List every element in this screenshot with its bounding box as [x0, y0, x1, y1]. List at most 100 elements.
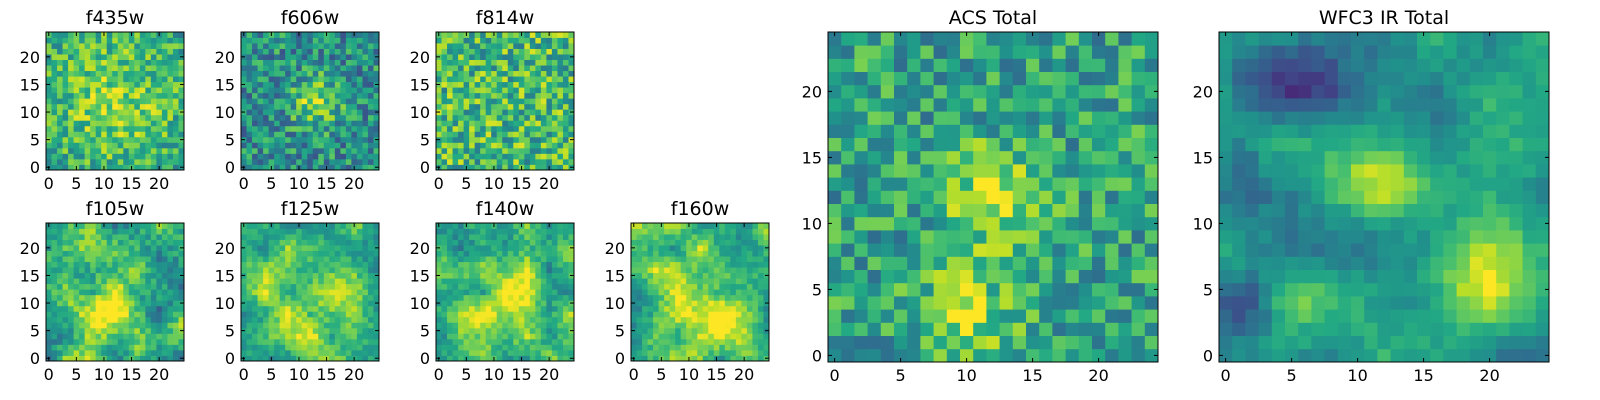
y-tick-label: 0 — [225, 158, 235, 177]
heatmap-cell — [518, 136, 525, 143]
heatmap-cell — [345, 355, 352, 362]
heatmap-cell — [79, 158, 86, 165]
heatmap-cell — [524, 54, 531, 60]
heatmap-cell — [436, 142, 442, 149]
heatmap-cell — [524, 250, 531, 257]
heatmap-cell — [441, 338, 448, 345]
heatmap-cell — [1131, 269, 1146, 284]
heatmap-cell — [73, 278, 80, 285]
heatmap-cell — [491, 305, 498, 312]
heatmap-cell — [145, 261, 152, 268]
heatmap-cell — [112, 142, 119, 149]
heatmap-cell — [172, 136, 179, 143]
heatmap-cell — [90, 120, 97, 127]
heatmap-cell — [568, 349, 575, 356]
heatmap-cell — [463, 43, 470, 49]
heatmap-cell — [145, 136, 152, 143]
heatmap-cell — [106, 333, 113, 340]
heatmap-cell — [447, 355, 453, 362]
heatmap-cell — [134, 59, 141, 66]
heatmap-cell — [128, 103, 135, 110]
heatmap-cell — [257, 267, 264, 274]
heatmap-cell — [507, 261, 514, 268]
heatmap-cell — [502, 333, 509, 340]
heatmap-cell — [329, 355, 336, 362]
heatmap-cell — [307, 153, 314, 160]
heatmap-cell — [318, 327, 325, 334]
heatmap-cell — [79, 355, 86, 362]
heatmap-cell — [117, 289, 124, 296]
heatmap-cell — [279, 223, 286, 229]
heatmap-cell — [653, 300, 659, 307]
heatmap-cell — [463, 142, 470, 149]
heatmap-cell — [312, 355, 319, 362]
heatmap-cell — [441, 322, 448, 329]
heatmap-cell — [513, 250, 520, 257]
heatmap-cell — [828, 216, 842, 231]
heatmap-cell — [436, 65, 442, 72]
heatmap-cell — [134, 349, 141, 356]
heatmap-cell — [458, 164, 464, 171]
heatmap-cell — [68, 54, 74, 60]
heatmap-cell — [167, 153, 174, 160]
heatmap-cell — [535, 338, 542, 345]
heatmap-cell — [112, 223, 119, 229]
heatmap-cell — [285, 109, 292, 116]
heatmap-cell — [535, 305, 542, 312]
heatmap-cell — [757, 256, 764, 263]
heatmap-cell — [551, 311, 558, 318]
heatmap-cell — [735, 239, 742, 246]
heatmap-cell — [167, 250, 174, 257]
heatmap-cell — [290, 92, 297, 99]
heatmap-cell — [329, 228, 336, 235]
heatmap-cell — [263, 48, 269, 55]
heatmap-cell — [469, 98, 476, 105]
x-tick-label: 0 — [239, 365, 249, 384]
heatmap-cell — [1026, 296, 1040, 310]
heatmap-cell — [502, 109, 509, 116]
heatmap-cell — [279, 59, 286, 66]
heatmap-cell — [1052, 164, 1066, 178]
heatmap-cell — [529, 32, 536, 38]
heatmap-cell — [167, 289, 174, 296]
heatmap-cell — [724, 333, 731, 340]
heatmap-cell — [469, 239, 476, 246]
heatmap-cell — [447, 327, 453, 334]
heatmap-cell — [746, 261, 753, 268]
heatmap-cell — [702, 316, 709, 323]
heatmap-cell — [960, 177, 974, 191]
heatmap-cell — [535, 311, 542, 318]
heatmap-cell — [68, 32, 74, 38]
heatmap-cell — [117, 48, 124, 55]
heatmap-cell — [156, 109, 163, 116]
heatmap-cell — [469, 234, 476, 240]
heatmap-cell — [447, 294, 453, 301]
heatmap-cell — [257, 344, 264, 351]
heatmap-cell — [57, 87, 63, 94]
heatmap-cell — [246, 48, 253, 55]
heatmap-cell — [334, 103, 341, 110]
heatmap-cell — [452, 92, 459, 99]
heatmap-cell — [312, 125, 319, 132]
heatmap-cell — [340, 37, 347, 44]
heatmap-cell — [128, 142, 135, 149]
heatmap-cell — [491, 158, 498, 165]
heatmap-cell — [496, 114, 503, 121]
x-tick-label: 0 — [239, 174, 249, 193]
heatmap-cell — [367, 32, 374, 38]
heatmap-cell — [1012, 256, 1027, 270]
heatmap-cell — [46, 344, 52, 351]
heatmap-cell — [491, 322, 498, 329]
heatmap-cell — [84, 338, 91, 345]
heatmap-cell — [156, 261, 163, 268]
heatmap-cell — [356, 153, 363, 160]
heatmap-cell — [246, 289, 253, 296]
heatmap-cell — [469, 125, 476, 132]
heatmap-cell — [296, 158, 303, 165]
heatmap-cell — [334, 261, 341, 268]
heatmap-cell — [551, 37, 558, 44]
heatmap-cell — [112, 70, 119, 77]
heatmap-cell — [529, 311, 536, 318]
heatmap-cell — [502, 294, 509, 301]
